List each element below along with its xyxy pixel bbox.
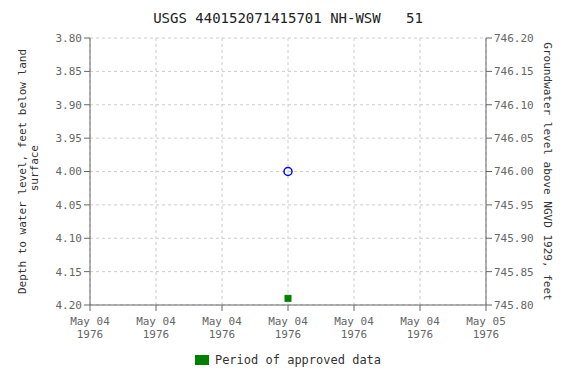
svg-text:746.20: 746.20 — [494, 32, 534, 45]
html-text:USGS 440152071415701 NH-WSW 51: USGS 440152071415701 NH-WSW 51 — [153, 10, 423, 26]
svg-text:May 041976: May 041976 — [202, 315, 242, 341]
html-text:Period of approved data: Period of approved data — [214, 353, 382, 367]
svg-text:3.90: 3.90 — [56, 99, 83, 112]
svg-text:745.80: 745.80 — [494, 299, 534, 312]
svg-text:4.10: 4.10 — [56, 232, 83, 245]
svg-text:May 041976: May 041976 — [136, 315, 176, 341]
svg-text:Groundwater level above NGVD 1: Groundwater level above NGVD 1929, feet — [541, 42, 554, 300]
svg-text:3.85: 3.85 — [56, 65, 83, 78]
svg-text:745.85: 745.85 — [494, 266, 534, 279]
svg-text:4.00: 4.00 — [56, 165, 83, 178]
svg-text:745.95: 745.95 — [494, 199, 534, 212]
svg-text:May 041976: May 041976 — [334, 315, 374, 341]
svg-text:746.05: 746.05 — [494, 132, 534, 145]
svg-text:746.15: 746.15 — [494, 65, 534, 78]
svg-text:3.80: 3.80 — [56, 32, 83, 45]
svg-text:Depth to water level, feet bel: Depth to water level, feet below land su… — [16, 49, 41, 294]
svg-text:745.90: 745.90 — [494, 232, 534, 245]
svg-text:4.15: 4.15 — [56, 266, 83, 279]
svg-text:4.20: 4.20 — [56, 299, 83, 312]
svg-text:746.00: 746.00 — [494, 165, 534, 178]
svg-text:3.95: 3.95 — [56, 132, 83, 145]
svg-text:746.10: 746.10 — [494, 99, 534, 112]
svg-text:4.05: 4.05 — [56, 199, 83, 212]
svg-text:May 041976: May 041976 — [70, 315, 110, 341]
svg-text:May 051976: May 051976 — [466, 315, 506, 341]
svg-text:May 041976: May 041976 — [400, 315, 440, 341]
svg-text:May 041976: May 041976 — [268, 315, 308, 341]
